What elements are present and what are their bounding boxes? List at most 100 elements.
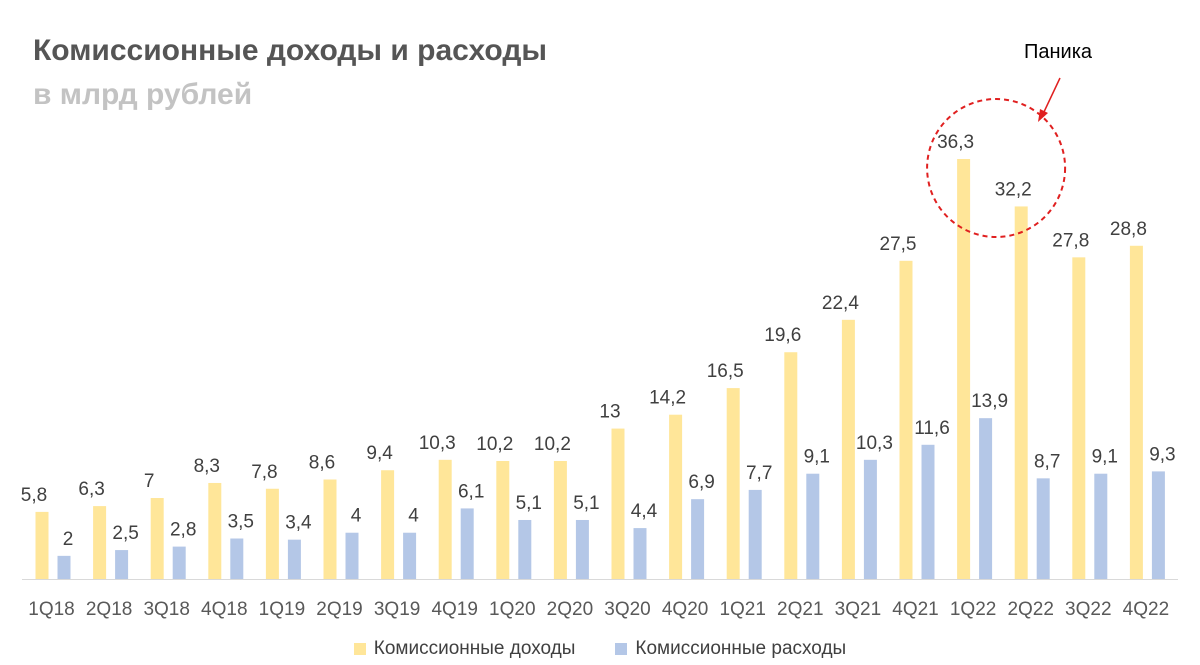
- chart-title: Комиссионные доходы и расходы: [33, 34, 547, 67]
- chart-subtitle: в млрд рублей: [33, 78, 253, 111]
- income-bar-1Q22: [957, 159, 971, 579]
- expense-bar-1Q18: [57, 555, 71, 579]
- legend-item-income: Комиссионные доходы: [353, 638, 576, 660]
- income-label-1Q18: 5,8: [21, 485, 47, 506]
- legend-label-expense: Комиссионные расходы: [635, 638, 847, 659]
- panic-annotation-label: Паника: [1024, 41, 1093, 63]
- expense-bar-4Q21: [921, 444, 935, 579]
- income-bar-1Q19: [265, 488, 279, 579]
- expense-label-3Q20: 4,4: [631, 501, 658, 522]
- expense-label-2Q22: 8,7: [1034, 451, 1060, 472]
- expense-label-3Q22: 9,1: [1092, 447, 1118, 468]
- income-label-2Q21: 19,6: [764, 325, 801, 346]
- x-tick-label: 1Q21: [719, 599, 765, 620]
- expense-bar-2Q18: [115, 550, 129, 579]
- income-bar-3Q18: [150, 498, 164, 579]
- income-label-3Q19: 9,4: [366, 443, 393, 464]
- expense-label-4Q18: 3,5: [228, 512, 254, 533]
- chart-legend: Комиссионные доходы Комиссионные расходы: [0, 638, 1200, 660]
- x-tick-label: 4Q19: [431, 599, 477, 620]
- expense-label-1Q18: 2: [63, 529, 74, 550]
- expense-label-3Q18: 2,8: [170, 520, 196, 541]
- expense-bar-3Q19: [403, 532, 417, 579]
- income-bar-2Q21: [784, 352, 798, 579]
- income-bar-2Q19: [323, 479, 337, 579]
- panic-arrow-head: [1038, 109, 1048, 122]
- expense-label-1Q21: 7,7: [746, 463, 772, 484]
- income-bar-4Q21: [899, 260, 913, 579]
- income-label-2Q19: 8,6: [309, 452, 335, 473]
- expense-label-2Q20: 5,1: [573, 493, 599, 514]
- income-bar-1Q18: [35, 511, 49, 579]
- income-label-1Q20: 10,2: [476, 434, 513, 455]
- expense-bar-4Q20: [691, 499, 705, 579]
- x-tick-label: 1Q18: [28, 599, 74, 620]
- income-bar-2Q18: [93, 506, 107, 579]
- expense-label-4Q21: 11,6: [914, 418, 950, 439]
- income-label-1Q21: 16,5: [707, 361, 744, 382]
- expense-bar-1Q21: [748, 489, 762, 579]
- x-tick-label: 4Q22: [1123, 599, 1169, 620]
- expense-label-2Q21: 9,1: [804, 447, 830, 468]
- income-label-2Q18: 6,3: [78, 479, 104, 500]
- expense-bar-3Q22: [1094, 473, 1108, 579]
- income-bar-2Q22: [1014, 206, 1028, 579]
- expense-bar-3Q21: [863, 459, 877, 579]
- x-tick-label: 3Q18: [143, 599, 189, 620]
- x-tick-label: 2Q18: [86, 599, 132, 620]
- expense-bar-1Q19: [287, 539, 301, 579]
- x-tick-label: 3Q21: [835, 599, 881, 620]
- income-label-2Q20: 10,2: [534, 434, 571, 455]
- income-bar-4Q20: [669, 414, 683, 579]
- income-bar-4Q22: [1129, 245, 1143, 579]
- expense-label-3Q21: 10,3: [856, 433, 893, 454]
- expense-bar-2Q22: [1036, 478, 1050, 579]
- expense-label-2Q19: 4: [351, 506, 362, 527]
- expense-label-2Q18: 2,5: [112, 523, 138, 544]
- income-bar-4Q19: [438, 459, 452, 579]
- expense-label-1Q20: 5,1: [516, 493, 542, 514]
- x-tick-label: 4Q20: [662, 599, 708, 620]
- expense-label-4Q20: 6,9: [688, 472, 714, 493]
- income-label-4Q18: 8,3: [194, 456, 220, 477]
- income-bar-3Q19: [381, 470, 395, 579]
- x-tick-label: 4Q18: [201, 599, 247, 620]
- panic-circle: [926, 98, 1067, 238]
- income-label-4Q19: 10,3: [419, 433, 456, 454]
- expense-bar-1Q20: [518, 519, 532, 579]
- panic-arrow-line: [1042, 77, 1061, 115]
- x-tick-label: 2Q20: [547, 599, 593, 620]
- income-label-2Q22: 32,2: [995, 179, 1032, 200]
- income-label-3Q18: 7: [144, 471, 155, 492]
- income-label-1Q19: 7,8: [251, 462, 277, 483]
- expense-label-1Q19: 3,4: [285, 513, 312, 534]
- x-tick-label: 2Q19: [316, 599, 362, 620]
- income-bar-2Q20: [553, 460, 567, 579]
- expense-bar-4Q18: [230, 538, 244, 579]
- x-tick-label: 1Q20: [489, 599, 535, 620]
- expense-bar-3Q20: [633, 528, 647, 579]
- x-tick-label: 2Q21: [777, 599, 823, 620]
- legend-label-income: Комиссионные доходы: [373, 638, 576, 659]
- income-label-4Q22: 28,8: [1110, 219, 1147, 240]
- expense-label-3Q19: 4: [408, 506, 419, 527]
- expense-bar-4Q22: [1151, 471, 1165, 579]
- income-bar-4Q18: [208, 482, 222, 579]
- expense-bar-4Q19: [460, 508, 474, 579]
- x-tick-label: 3Q20: [604, 599, 650, 620]
- income-bar-1Q21: [726, 388, 740, 579]
- x-tick-label: 3Q19: [374, 599, 420, 620]
- income-bar-3Q20: [611, 428, 625, 579]
- legend-swatch-expense: [615, 643, 628, 655]
- x-tick-label: 1Q19: [259, 599, 305, 620]
- income-label-3Q22: 27,8: [1052, 230, 1089, 251]
- expense-bar-1Q22: [979, 418, 993, 579]
- x-tick-label: 1Q22: [950, 599, 996, 620]
- income-bar-3Q21: [841, 319, 855, 579]
- expense-label-4Q19: 6,1: [458, 481, 484, 502]
- income-bar-3Q22: [1072, 257, 1086, 579]
- expense-label-1Q22: 13,9: [971, 391, 1008, 412]
- expense-bar-3Q18: [172, 546, 186, 579]
- expense-label-4Q22: 9,3: [1149, 444, 1175, 465]
